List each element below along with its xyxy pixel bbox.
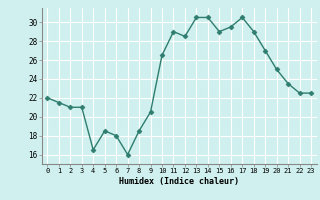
X-axis label: Humidex (Indice chaleur): Humidex (Indice chaleur): [119, 177, 239, 186]
